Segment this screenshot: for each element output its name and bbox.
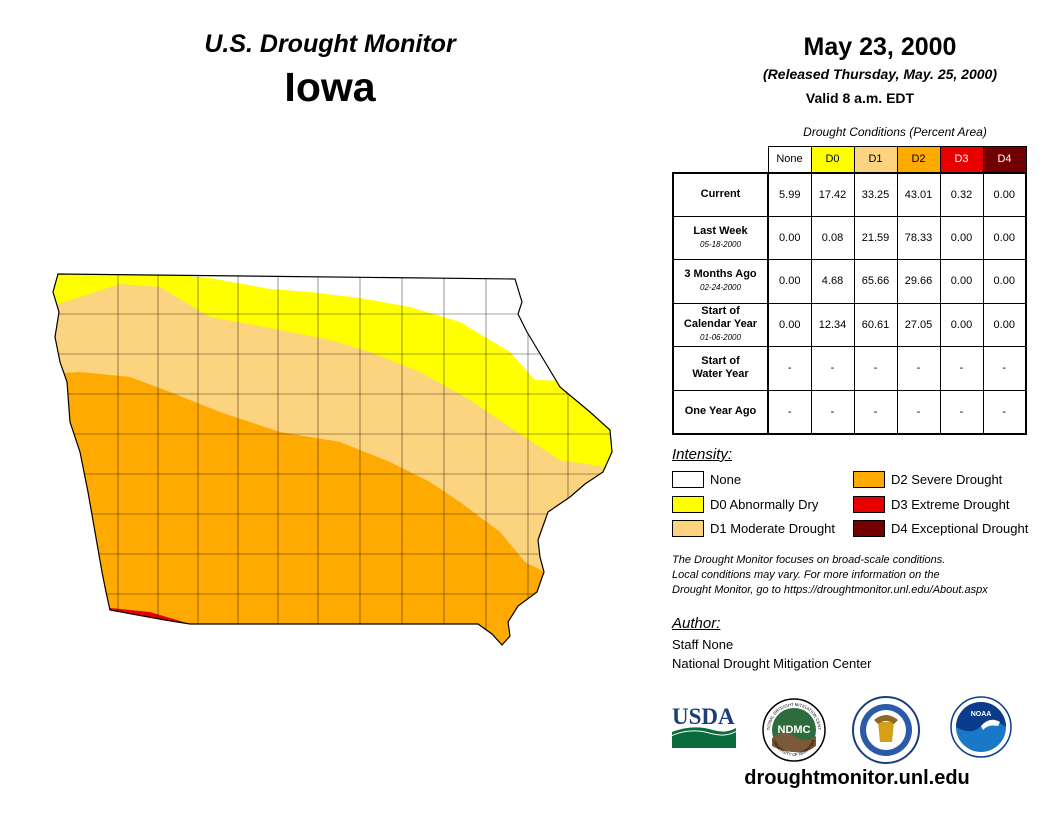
iowa-drought-map	[52, 273, 613, 646]
legend-item-d3: D3 Extreme Drought	[853, 496, 1010, 513]
table-row: Start of Water Year - - - - - -	[672, 346, 1027, 391]
table-cell: 0.00	[982, 215, 1027, 260]
table-cell: 0.00	[767, 259, 812, 304]
commerce-seal-logo	[852, 696, 920, 764]
table-cell: -	[767, 389, 812, 435]
valid-time: Valid 8 a.m. EDT	[805, 90, 915, 106]
conditions-table: None D0 D1 D2 D3 D4 Current 5.99 17.42 3…	[672, 146, 1027, 435]
table-cell: 21.59	[853, 215, 898, 260]
table-cell: -	[853, 346, 898, 391]
table-cell: 0.00	[767, 215, 812, 260]
legend-label: D2 Severe Drought	[891, 472, 1003, 487]
col-d0: D0	[810, 146, 855, 173]
table-cell: 0.00	[939, 302, 984, 347]
svg-text:NDMC: NDMC	[778, 724, 811, 736]
table-cell: -	[982, 346, 1027, 391]
legend-title: Intensity:	[672, 446, 733, 463]
usda-logo: USDA	[672, 704, 736, 748]
table-cell: 0.32	[939, 171, 984, 217]
svg-text:USDA: USDA	[672, 704, 735, 729]
svg-text:NOAA: NOAA	[971, 711, 992, 718]
row-label: Start of Calendar Year 01-06-2000	[672, 302, 769, 347]
row-label: Last Week 05-18-2000	[672, 215, 769, 260]
legend-swatch	[672, 496, 704, 513]
map-title: Iowa	[284, 64, 376, 110]
col-none: None	[767, 146, 812, 173]
table-cell: 60.61	[853, 302, 898, 347]
table-cell: 33.25	[853, 171, 898, 217]
legend-item-d1: D1 Moderate Drought	[672, 520, 835, 537]
zone-none	[150, 274, 612, 382]
legend-swatch	[672, 520, 704, 537]
note-text: The Drought Monitor focuses on broad-sca…	[672, 554, 988, 596]
legend-label: D1 Moderate Drought	[710, 521, 836, 536]
table-cell: -	[896, 346, 941, 391]
site-url[interactable]: droughtmonitor.unl.edu	[744, 767, 970, 789]
table-cell: 65.66	[853, 259, 898, 304]
table-cell: -	[767, 346, 812, 391]
table-cell: 0.00	[982, 302, 1027, 347]
table-row: One Year Ago - - - - - -	[672, 389, 1027, 435]
row-label: Start of Water Year	[672, 346, 769, 391]
table-cell: 0.00	[939, 259, 984, 304]
legend-swatch	[853, 496, 885, 513]
table-cell: -	[810, 389, 855, 435]
author-name: Staff None	[672, 637, 734, 652]
table-cell: 12.34	[810, 302, 855, 347]
table-cell: -	[939, 389, 984, 435]
table-cell: 29.66	[896, 259, 941, 304]
release-date: (Released Thursday, May. 25, 2000)	[763, 66, 997, 82]
row-label: 3 Months Ago 02-24-2000	[672, 259, 769, 304]
table-row: Last Week 05-18-2000 0.00 0.08 21.59 78.3…	[672, 215, 1027, 260]
legend-label: D3 Extreme Drought	[891, 497, 1010, 512]
table-cell: 0.00	[982, 259, 1027, 304]
legend-item-d0: D0 Abnormally Dry	[672, 496, 818, 513]
row-label: Current	[672, 171, 769, 217]
legend-label: D4 Exceptional Drought	[891, 521, 1029, 536]
table-row: 3 Months Ago 02-24-2000 0.00 4.68 65.66 2…	[672, 259, 1027, 304]
legend-item-d4: D4 Exceptional Drought	[853, 520, 1028, 537]
author-title: Author:	[672, 615, 721, 632]
table-cell: 78.33	[896, 215, 941, 260]
table-cell: 4.68	[810, 259, 855, 304]
table-cell: 43.01	[896, 171, 941, 217]
table-cell: 5.99	[767, 171, 812, 217]
author-org: National Drought Mitigation Center	[672, 656, 872, 671]
table-row: Start of Calendar Year 01-06-2000 0.00 12.…	[672, 302, 1027, 347]
table-cell: -	[896, 389, 941, 435]
map-subtitle: U.S. Drought Monitor	[204, 30, 456, 58]
table-cell: 17.42	[810, 171, 855, 217]
table-cell: -	[810, 346, 855, 391]
ndmc-logo: NDMC NATIONAL DROUGHT MITIGATION CENTER …	[762, 698, 826, 762]
table-cell: 0.00	[982, 171, 1027, 217]
col-d1: D1	[853, 146, 898, 173]
legend-swatch	[672, 471, 704, 488]
table-caption: Drought Conditions (Percent Area)	[803, 125, 987, 139]
table-cell: 0.00	[939, 215, 984, 260]
state-outline	[52, 273, 613, 646]
table-cell: 0.08	[810, 215, 855, 260]
table-cell: -	[939, 346, 984, 391]
legend-label: None	[710, 472, 742, 487]
legend-item-none: None	[672, 471, 741, 488]
col-d2: D2	[896, 146, 941, 173]
legend-item-d2: D2 Severe Drought	[853, 471, 1002, 488]
table-row: Current 5.99 17.42 33.25 43.01 0.32 0.00	[672, 171, 1027, 217]
col-d3: D3	[939, 146, 984, 173]
noaa-logo: NOAA	[950, 696, 1012, 758]
map-date: May 23, 2000	[803, 33, 957, 61]
legend-swatch	[853, 520, 885, 537]
row-label: One Year Ago	[672, 389, 769, 435]
table-header-row: None D0 D1 D2 D3 D4	[673, 146, 1027, 173]
legend-label: D0 Abnormally Dry	[710, 497, 819, 512]
table-cell: -	[982, 389, 1027, 435]
col-d4: D4	[982, 146, 1027, 173]
table-cell: 27.05	[896, 302, 941, 347]
table-cell: 0.00	[767, 302, 812, 347]
table-cell: -	[853, 389, 898, 435]
legend-swatch	[853, 471, 885, 488]
